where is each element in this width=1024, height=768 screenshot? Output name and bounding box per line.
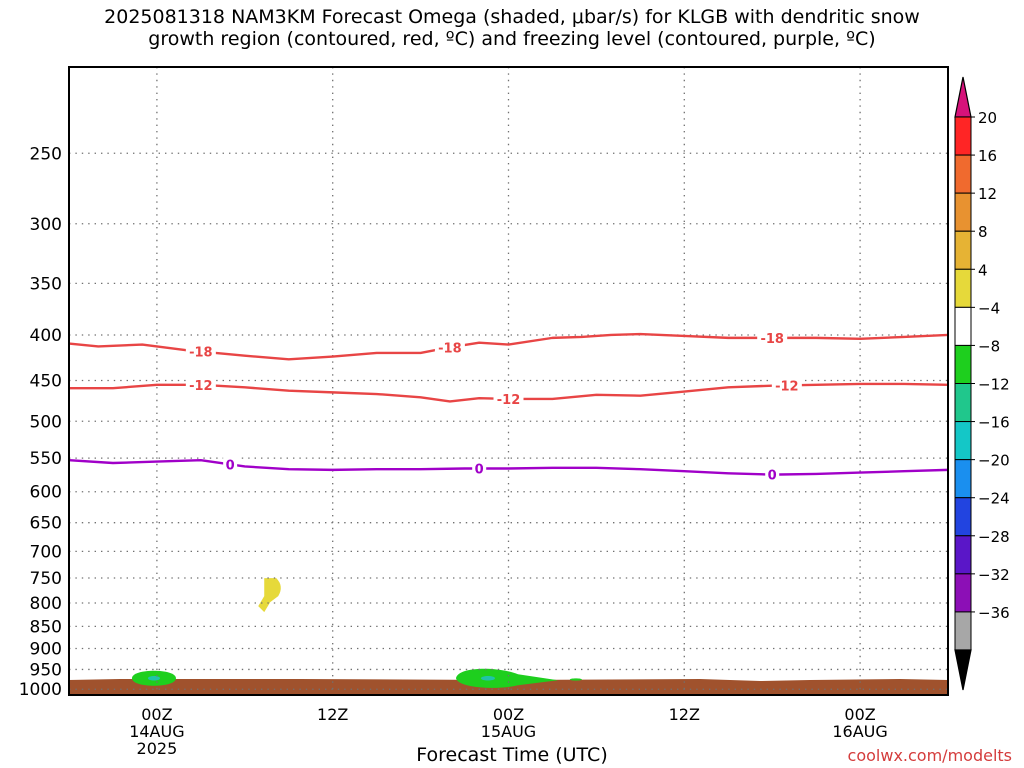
x-tick-label: 12Z xyxy=(669,705,700,724)
contour-label: -18 xyxy=(760,332,784,347)
contour-label: -12 xyxy=(189,379,213,394)
colorbar-bin xyxy=(954,573,972,613)
y-tick-label: 400 xyxy=(30,326,62,346)
colorbar-label: −8 xyxy=(978,337,1000,355)
credit-link[interactable]: coolwx.com/modelts xyxy=(847,746,1012,765)
colorbar-bin xyxy=(954,459,972,499)
contour-label: -18 xyxy=(438,341,462,356)
omega-shade-negative-2 xyxy=(455,668,558,688)
x-tick-date: 16AUG xyxy=(832,722,887,741)
colorbar-label: −20 xyxy=(978,452,1010,470)
y-tick-label: 350 xyxy=(30,274,62,294)
terrain-fill xyxy=(69,679,948,695)
omega-shade-negative-2-core xyxy=(480,676,495,681)
y-tick-label: 600 xyxy=(30,483,62,503)
contour-label: -12 xyxy=(775,379,799,394)
contour-label: 0 xyxy=(768,469,777,484)
contour-label-bg xyxy=(185,376,216,393)
colorbar-label: 12 xyxy=(978,185,997,203)
y-tick-label: 900 xyxy=(30,640,62,660)
contour-label-bg xyxy=(765,466,780,483)
contour-label-bg xyxy=(493,390,524,407)
colorbar-bin xyxy=(954,116,972,156)
colorbar-label: 16 xyxy=(978,147,997,165)
x-tick-year: 2025 xyxy=(137,739,178,758)
colorbar-bin xyxy=(954,192,972,232)
y-tick-label: 250 xyxy=(30,144,62,164)
colorbar-top-arrow xyxy=(954,76,972,118)
colorbar-bin xyxy=(954,268,972,308)
omega-shade-positive xyxy=(258,578,281,613)
y-tick-label: 650 xyxy=(30,514,62,534)
y-tick-label: 550 xyxy=(30,449,62,469)
colorbar-bin xyxy=(954,230,972,270)
colorbar-bin xyxy=(954,421,972,461)
x-tick-label: 00Z xyxy=(141,705,172,724)
x-axis-label: Forecast Time (UTC) xyxy=(416,744,608,766)
contour-label-bg xyxy=(472,460,487,477)
y-tick-label: 500 xyxy=(30,412,62,432)
contour-label-bg xyxy=(757,329,788,346)
colorbar-bin xyxy=(954,611,972,651)
colorbar-label: 8 xyxy=(978,223,988,241)
y-tick-label: 800 xyxy=(30,594,62,614)
chart-title-line2: growth region (contoured, red, ºC) and f… xyxy=(148,28,876,50)
x-tick-date: 14AUG xyxy=(129,722,184,741)
plot-frame xyxy=(68,66,949,696)
colorbar-label: −32 xyxy=(978,566,1010,584)
contour-label: 0 xyxy=(475,463,484,478)
contour-label-bg xyxy=(185,343,216,360)
y-tick-label: 1000 xyxy=(19,680,62,700)
contour-label-bg xyxy=(434,339,465,356)
contour-line xyxy=(68,459,949,476)
y-tick-label: 700 xyxy=(30,542,62,562)
colorbar-bin xyxy=(954,535,972,575)
colorbar-bin xyxy=(954,344,972,384)
omega-shade-negative-3 xyxy=(569,678,582,681)
contour-label: -12 xyxy=(497,393,521,408)
colorbar-bottom-arrow xyxy=(954,649,972,691)
y-tick-label: 950 xyxy=(30,660,62,680)
x-tick-label: 00Z xyxy=(844,705,875,724)
x-tick-date: 15AUG xyxy=(481,722,536,741)
contour-label-bg xyxy=(771,377,802,394)
colorbar-label: −28 xyxy=(978,528,1010,546)
colorbar-bin xyxy=(954,154,972,194)
contour-label: 0 xyxy=(226,458,235,473)
x-tick-label: 00Z xyxy=(493,705,524,724)
contour-label: -18 xyxy=(189,346,213,361)
colorbar-bin xyxy=(954,383,972,423)
chart-title-line1: 2025081318 NAM3KM Forecast Omega (shaded… xyxy=(104,6,920,28)
omega-shade-negative-1-core xyxy=(147,676,160,681)
contour-label-bg xyxy=(223,456,238,473)
y-tick-label: 750 xyxy=(30,569,62,589)
colorbar-label: 20 xyxy=(978,109,997,127)
colorbar-label: −4 xyxy=(978,299,1000,317)
x-tick-label: 12Z xyxy=(317,705,348,724)
y-tick-label: 300 xyxy=(30,215,62,235)
colorbar-bin xyxy=(954,306,972,346)
colorbar-label: −12 xyxy=(978,376,1010,394)
colorbar-label: −36 xyxy=(978,604,1010,622)
y-tick-label: 450 xyxy=(30,372,62,392)
colorbar-label: −24 xyxy=(978,490,1010,508)
colorbar-label: 4 xyxy=(978,261,988,279)
colorbar-label: −16 xyxy=(978,414,1010,432)
colorbar-bin xyxy=(954,497,972,537)
y-tick-label: 850 xyxy=(30,617,62,637)
